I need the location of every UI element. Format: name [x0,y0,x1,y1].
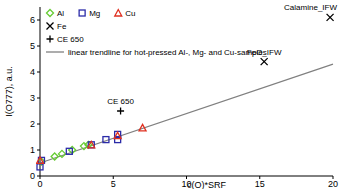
y-axis [40,7,41,176]
legend-marker [47,10,54,17]
point [88,142,94,148]
point [88,141,95,148]
legend-label: Al [57,9,64,18]
y-tick [37,72,40,73]
point [327,14,334,21]
y-tick [37,150,40,151]
legend-symbol [115,10,122,17]
legend-symbol [47,23,54,30]
chart: 051015200123456c(O)*SRFI(O777), a.u.Cala… [0,0,339,189]
legend-marker [47,23,54,30]
legend-line [46,51,64,52]
y-tick-label: 6 [30,15,35,25]
plot-area [37,14,334,170]
legend-symbol [79,10,85,16]
legend-label: Cu [125,9,135,18]
point [261,58,268,65]
point [139,124,146,130]
legend-marker [79,10,85,16]
y-tick-label: 3 [30,93,35,103]
y-tick-label: 4 [30,67,35,77]
x-tick-label: 20 [328,179,338,189]
legend-symbol [47,36,54,43]
legend-label: CE 650 [57,35,84,44]
y-tick [37,124,40,125]
legend-marker [47,36,54,43]
point [51,153,58,160]
annotation: Calamine_IFW [284,3,337,12]
y-tick-label: 1 [30,145,35,155]
point [114,132,121,139]
y-tick [37,20,40,21]
legend-label: Fe [57,22,67,31]
legend-label: linear trendline for hot-pressed Al-, Mg… [68,48,267,57]
legend: Al Mg Cu Fe CE 650 linear trendline for hot-p… [46,9,267,57]
point [37,157,44,164]
legend-symbol [47,10,54,17]
legend-label: Mg [89,9,100,18]
x-tick-label: 0 [37,179,42,189]
x-axis-label: c(O)*SRF [187,180,226,189]
annotation: CE 650 [107,97,134,106]
y-tick-label: 5 [30,41,35,51]
legend-symbol [46,52,64,53]
y-tick-label: 2 [30,119,35,129]
y-tick [37,176,40,177]
y-tick [37,98,40,99]
point [117,108,124,115]
y-axis-label: I(O777), a.u. [4,66,14,117]
trendline [40,64,333,163]
point [103,137,109,143]
x-tick-label: 15 [255,179,265,189]
point [66,148,72,154]
y-tick [37,46,40,47]
y-tick-label: 0 [30,171,35,181]
point [37,164,43,170]
x-tick-label: 5 [111,179,116,189]
point [58,150,65,157]
point [115,137,121,143]
legend-marker [115,10,122,17]
